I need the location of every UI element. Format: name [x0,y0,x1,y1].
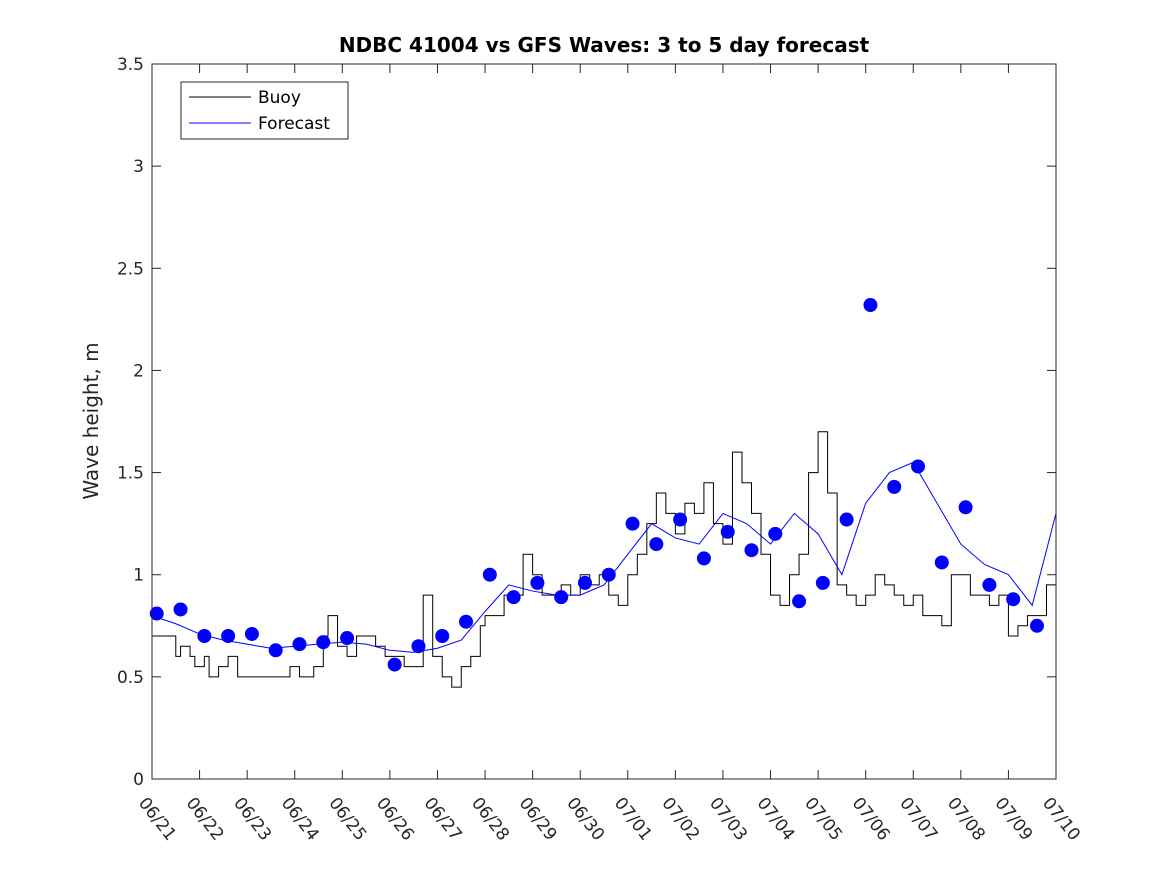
forecast-series [152,461,1056,653]
forecast-point [625,516,640,531]
x-tick-label: 06/22 [182,794,228,845]
forecast-point [577,575,592,590]
forecast-point [506,590,521,605]
y-axis: 0 0.5 1 1.5 2 2.5 3 3.5 [117,55,1056,790]
x-tick-label: 06/26 [372,794,418,845]
forecast-point [1006,592,1021,607]
forecast-point [911,459,926,474]
forecast-point [601,567,616,582]
forecast-point [340,631,355,646]
x-tick-label: 07/05 [800,794,846,845]
buoy-line [152,431,1056,688]
y-axis-label: Wave height, m [79,342,103,499]
forecast-point [411,639,426,654]
x-tick-label: 07/09 [990,794,1036,845]
chart-title: NDBC 41004 vs GFS Waves: 3 to 5 day fore… [339,33,870,57]
forecast-point [744,543,759,558]
buoy-series [152,431,1056,688]
forecast-point [934,555,949,570]
forecast-point [149,606,164,621]
x-tick-label: 07/04 [753,794,799,845]
x-tick-label: 06/21 [134,794,180,845]
forecast-point [435,629,450,643]
x-tick-label: 06/24 [277,794,323,845]
y-tick-label: 3.5 [117,55,144,75]
x-tick-label: 07/03 [705,794,751,845]
forecast-point [839,512,854,527]
forecast-point [244,626,259,641]
forecast-point [387,657,402,672]
forecast-point [173,602,188,617]
x-tick-label: 07/10 [1038,794,1084,845]
forecast-point [459,614,474,629]
x-tick-label: 07/07 [895,794,941,845]
forecast-point [768,526,783,541]
x-tick-label: 06/25 [324,794,370,845]
x-tick-label: 06/27 [420,794,466,845]
forecast-point [649,537,664,552]
forecast-point [673,512,688,527]
forecast-point [887,479,902,494]
x-tick-label: 07/08 [943,794,989,845]
x-tick-label: 06/23 [229,794,275,845]
x-tick-label: 06/28 [467,794,513,845]
forecast-points [149,298,1044,672]
legend-forecast-label: Forecast [258,114,330,134]
x-axis: 06/21 06/22 06/23 06/24 06/25 06/26 06/27 06/28… [134,64,1084,845]
forecast-point [982,577,997,592]
forecast-point [197,629,212,643]
forecast-point [221,629,236,643]
legend: Buoy Forecast [180,81,349,140]
x-tick-label: 07/02 [657,794,703,845]
forecast-point [958,500,973,515]
plot-area-frame [151,63,1057,780]
forecast-point [268,643,283,658]
y-tick-label: 2.5 [117,259,144,279]
forecast-point [720,524,735,539]
y-tick-label: 1 [133,566,144,586]
forecast-point [792,594,807,609]
y-tick-label: 3 [133,157,144,177]
x-tick-label: 06/29 [515,794,561,845]
x-tick-label: 06/30 [562,794,608,845]
y-tick-label: 1.5 [117,464,144,484]
forecast-point [815,575,830,590]
x-tick-label: 07/06 [848,794,894,845]
forecast-point [554,590,569,605]
forecast-line [152,461,1056,653]
forecast-point [1029,618,1044,633]
x-tick-label: 07/01 [610,794,656,845]
legend-box [180,81,349,140]
forecast-point [482,567,497,582]
legend-buoy-label: Buoy [258,88,301,108]
forecast-point [696,551,711,566]
forecast-point [316,635,331,650]
y-tick-label: 2 [133,361,144,381]
forecast-point [292,637,307,652]
y-tick-label: 0 [133,770,144,790]
y-tick-label: 0.5 [117,668,144,688]
forecast-point [863,298,878,313]
forecast-point [530,575,545,590]
